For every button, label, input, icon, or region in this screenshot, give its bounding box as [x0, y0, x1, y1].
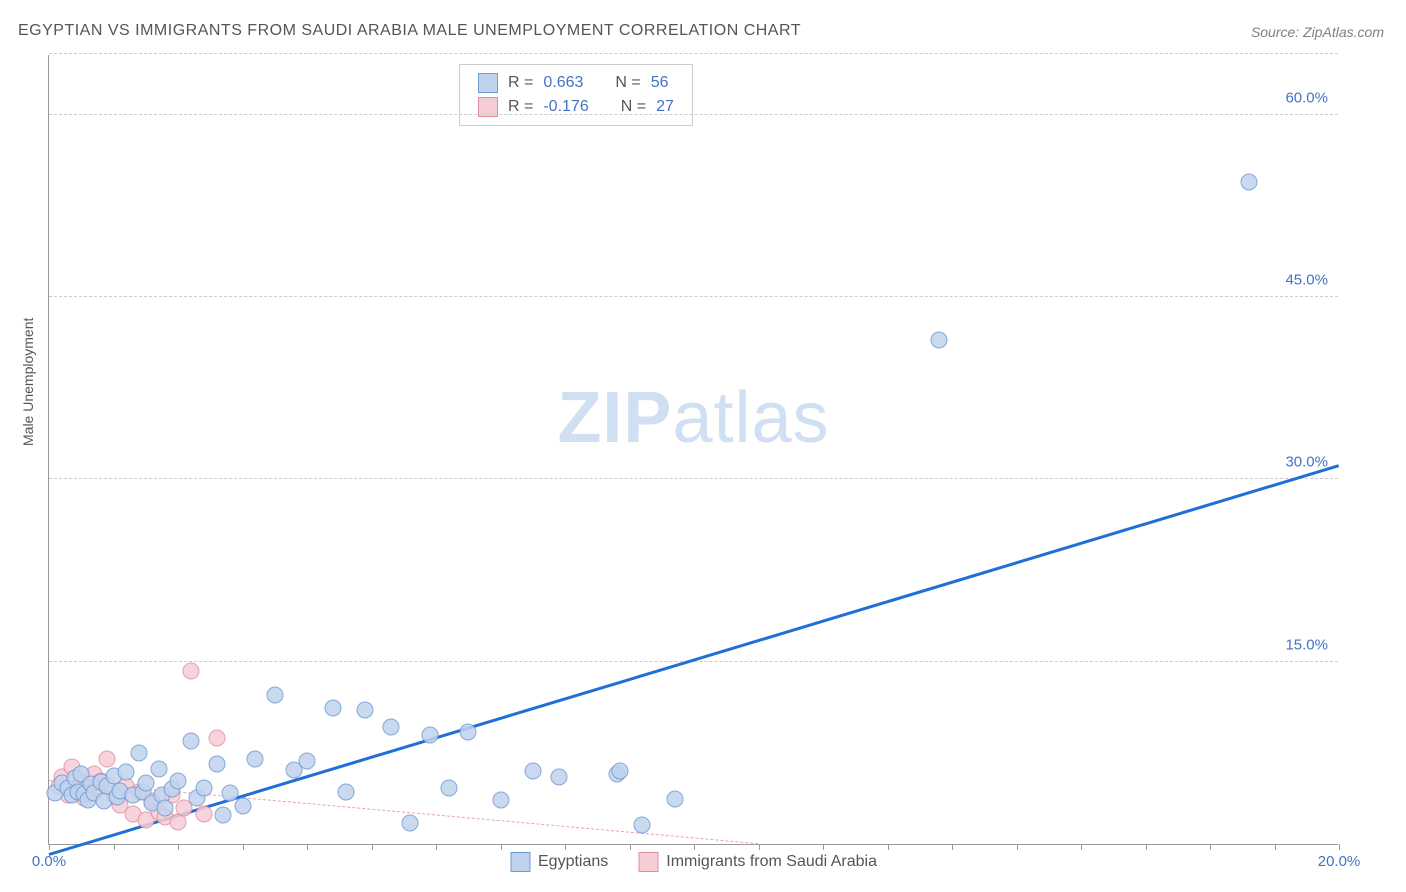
x-tick — [630, 844, 631, 850]
data-point-egyptians — [611, 763, 628, 780]
data-point-egyptians — [492, 792, 509, 809]
correlation-legend: R = 0.663 N = 56 R = -0.176 N = 27 — [459, 64, 693, 126]
grid-line — [49, 478, 1338, 479]
source-label: Source: ZipAtlas.com — [1251, 24, 1384, 40]
grid-line — [49, 53, 1338, 54]
x-tick — [114, 844, 115, 850]
data-point-egyptians — [266, 686, 283, 703]
data-point-egyptians — [931, 331, 948, 348]
y-axis-label: Male Unemployment — [20, 318, 36, 446]
data-point-immigrants — [170, 814, 187, 831]
data-point-immigrants — [182, 663, 199, 680]
data-point-egyptians — [131, 744, 148, 761]
x-tick — [1146, 844, 1147, 850]
data-point-egyptians — [195, 780, 212, 797]
x-tick — [372, 844, 373, 850]
data-point-egyptians — [382, 719, 399, 736]
legend-label-egyptians: Egyptians — [538, 853, 608, 871]
data-point-egyptians — [402, 815, 419, 832]
data-point-egyptians — [337, 783, 354, 800]
data-point-egyptians — [182, 732, 199, 749]
grid-line — [49, 114, 1338, 115]
x-tick — [178, 844, 179, 850]
data-point-egyptians — [221, 784, 238, 801]
swatch-egyptians — [478, 73, 498, 93]
grid-line — [49, 296, 1338, 297]
legend-item-immigrants: Immigrants from Saudi Arabia — [638, 852, 877, 872]
swatch-immigrants — [638, 852, 658, 872]
chart-plot-area: ZIPatlas R = 0.663 N = 56 R = -0.176 N =… — [48, 55, 1338, 845]
data-point-egyptians — [666, 791, 683, 808]
x-tick — [823, 844, 824, 850]
x-tick — [501, 844, 502, 850]
data-point-egyptians — [234, 798, 251, 815]
x-tick — [307, 844, 308, 850]
y-tick-label: 15.0% — [1285, 636, 1328, 653]
x-tick — [952, 844, 953, 850]
watermark: ZIPatlas — [557, 377, 829, 459]
data-point-egyptians — [460, 724, 477, 741]
x-tick — [565, 844, 566, 850]
data-point-egyptians — [440, 780, 457, 797]
x-tick — [243, 844, 244, 850]
data-point-immigrants — [99, 750, 116, 767]
data-point-egyptians — [634, 816, 651, 833]
legend-item-egyptians: Egyptians — [510, 852, 608, 872]
legend-row-egyptians: R = 0.663 N = 56 — [478, 71, 674, 95]
y-tick-label: 45.0% — [1285, 272, 1328, 289]
x-tick — [888, 844, 889, 850]
data-point-egyptians — [137, 775, 154, 792]
x-tick — [759, 844, 760, 850]
x-tick — [436, 844, 437, 850]
r-label: R = — [508, 74, 533, 92]
x-tick — [694, 844, 695, 850]
data-point-egyptians — [118, 764, 135, 781]
y-tick-label: 60.0% — [1285, 89, 1328, 106]
data-point-egyptians — [357, 702, 374, 719]
swatch-egyptians — [510, 852, 530, 872]
x-tick — [1210, 844, 1211, 850]
data-point-egyptians — [208, 755, 225, 772]
x-tick-label: 20.0% — [1318, 853, 1361, 870]
data-point-egyptians — [1240, 173, 1257, 190]
x-tick — [1339, 844, 1340, 850]
data-point-egyptians — [170, 772, 187, 789]
data-point-egyptians — [157, 799, 174, 816]
data-point-immigrants — [195, 805, 212, 822]
n-value-egyptians: 56 — [651, 74, 669, 92]
legend-row-immigrants: R = -0.176 N = 27 — [478, 95, 674, 119]
data-point-egyptians — [550, 769, 567, 786]
chart-title: EGYPTIAN VS IMMIGRANTS FROM SAUDI ARABIA… — [18, 22, 801, 40]
data-point-egyptians — [299, 753, 316, 770]
r-value-egyptians: 0.663 — [543, 74, 583, 92]
n-label: N = — [615, 74, 640, 92]
data-point-egyptians — [421, 726, 438, 743]
data-point-egyptians — [215, 806, 232, 823]
x-tick — [1081, 844, 1082, 850]
data-point-egyptians — [150, 760, 167, 777]
legend-label-immigrants: Immigrants from Saudi Arabia — [666, 853, 877, 871]
x-tick — [1275, 844, 1276, 850]
series-legend: Egyptians Immigrants from Saudi Arabia — [510, 852, 877, 872]
x-tick — [1017, 844, 1018, 850]
data-point-egyptians — [524, 763, 541, 780]
data-point-egyptians — [247, 750, 264, 767]
data-point-egyptians — [324, 699, 341, 716]
x-tick — [49, 844, 50, 850]
data-point-immigrants — [208, 730, 225, 747]
